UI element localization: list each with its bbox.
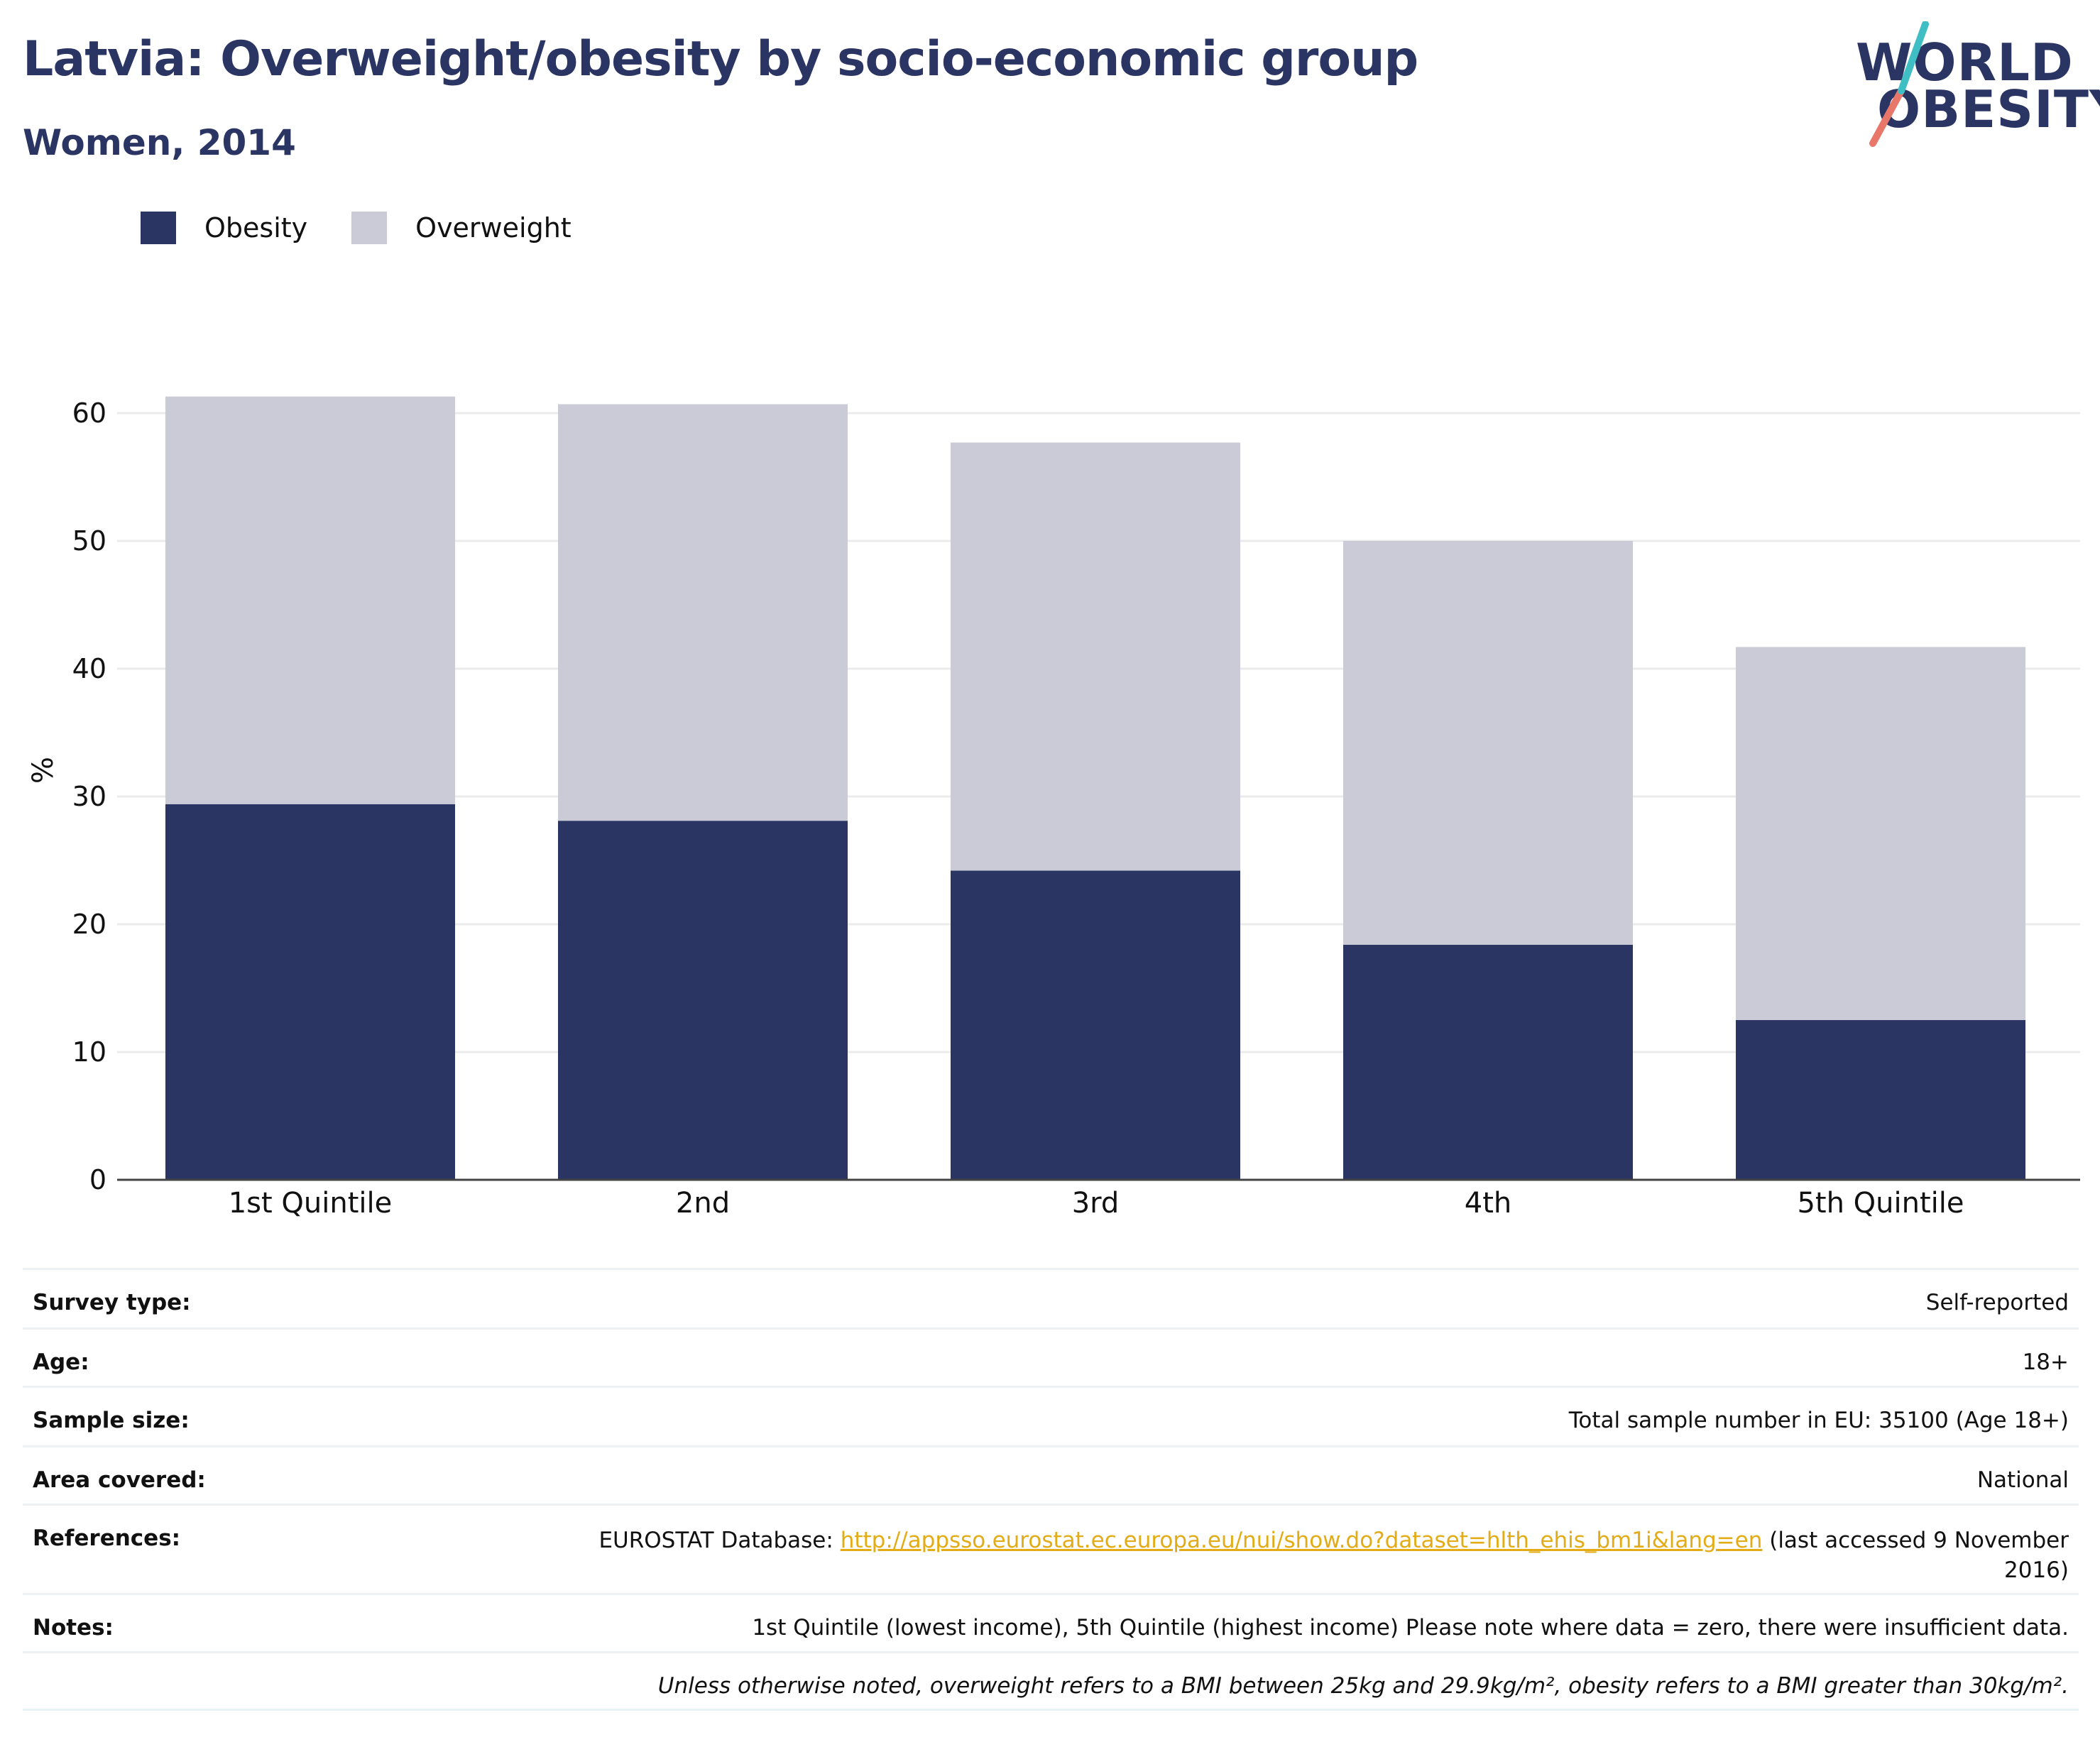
legend-swatch-overweight — [351, 212, 388, 244]
reference-suffix: (last accessed 9 November 2016) — [1762, 1528, 2069, 1583]
meta-row-definition: Unless otherwise noted, overweight refer… — [23, 1651, 2079, 1711]
logo-slash-icon — [1869, 21, 1929, 147]
bar-overweight — [1736, 647, 2025, 1020]
stacked-bar-chart: 0 10 20 30 40 50 60% 1st Quintile 2nd 3rd 4th 5th Q… — [27, 396, 2080, 1220]
page-title: Latvia: Overweight/obesity by socio-econ… — [23, 31, 1418, 87]
reference-prefix: EUROSTAT Database: — [598, 1528, 841, 1553]
logo-line-1: WORLD — [1856, 33, 2074, 92]
x-tick-label: 4th — [1465, 1187, 1511, 1220]
reference-link[interactable]: http://appsso.eurostat.ec.europa.eu/nui/… — [840, 1528, 1763, 1553]
meta-key: Sample size: — [33, 1408, 190, 1433]
bar-overweight — [1343, 541, 1633, 945]
definition-note: Unless otherwise noted, overweight refer… — [657, 1673, 2069, 1699]
x-tick-label: 1st Quintile — [229, 1187, 393, 1220]
y-axis-label: % — [27, 757, 60, 784]
meta-row-sample-size: Sample size: Total sample number in EU: … — [23, 1386, 2079, 1445]
legend-item-obesity: Obesity — [141, 212, 307, 244]
bar-obesity — [951, 870, 1240, 1180]
meta-key: Age: — [33, 1349, 89, 1375]
meta-row-survey-type: Survey type: Self-reported — [23, 1268, 2079, 1327]
meta-value: National — [1976, 1467, 2069, 1493]
chart-legend: Obesity Overweight — [141, 212, 616, 244]
meta-value: 1st Quintile (lowest income), 5th Quinti… — [752, 1615, 2069, 1641]
bar-overweight — [951, 442, 1240, 871]
bar-overweight — [165, 396, 455, 804]
meta-row-notes: Notes: 1st Quintile (lowest income), 5th… — [23, 1593, 2079, 1651]
y-tick-label: 50 — [72, 525, 106, 557]
bar-obesity — [1736, 1020, 2025, 1180]
meta-row-references: References: EUROSTAT Database: http://ap… — [23, 1504, 2079, 1593]
meta-value: Self-reported — [1925, 1290, 2069, 1315]
legend-label-overweight: Overweight — [415, 212, 572, 243]
meta-value: 18+ — [2022, 1349, 2069, 1375]
meta-key: Notes: — [33, 1615, 114, 1641]
metadata-table: Survey type: Self-reported Age: 18+ Samp… — [23, 1268, 2079, 1711]
meta-row-age: Age: 18+ — [23, 1327, 2079, 1386]
legend-label-obesity: Obesity — [204, 212, 308, 243]
bar-obesity — [1343, 944, 1633, 1180]
y-tick-label: 60 — [72, 398, 106, 429]
y-tick-label: 40 — [72, 653, 106, 684]
legend-swatch-obesity — [141, 212, 176, 244]
y-tick-label: 20 — [72, 909, 106, 940]
bar-obesity — [558, 821, 848, 1180]
bar-obesity — [165, 804, 455, 1180]
meta-value: Total sample number in EU: 35100 (Age 18… — [1568, 1408, 2069, 1433]
meta-key: Area covered: — [33, 1467, 206, 1493]
legend-item-overweight: Overweight — [351, 212, 572, 244]
bar-overweight — [558, 404, 848, 821]
page-subtitle: Women, 2014 — [23, 122, 296, 163]
meta-value: EUROSTAT Database: http://appsso.eurosta… — [578, 1526, 2069, 1585]
y-tick-label: 10 — [72, 1036, 106, 1068]
world-obesity-logo: WORLD OBESITY — [1846, 21, 2100, 149]
meta-row-area-covered: Area covered: National — [23, 1445, 2079, 1504]
logo-line-2: OBESITY — [1877, 80, 2100, 139]
meta-key: Survey type: — [33, 1290, 191, 1315]
x-tick-label: 5th Quintile — [1797, 1187, 1964, 1220]
y-tick-label: 0 — [89, 1164, 106, 1195]
y-tick-label: 30 — [72, 781, 106, 812]
meta-key: References: — [33, 1526, 181, 1551]
x-tick-label: 3rd — [1072, 1187, 1120, 1220]
x-tick-label: 2nd — [676, 1187, 730, 1220]
